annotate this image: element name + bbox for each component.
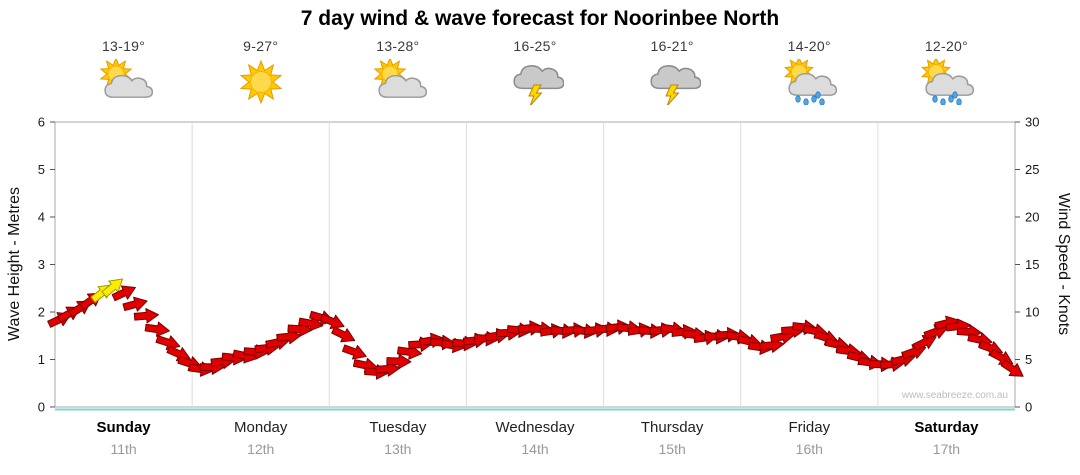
day-header-monday: 9-27°	[196, 38, 326, 110]
day-name: Monday	[234, 419, 288, 436]
right-tick-label: 0	[1025, 400, 1032, 415]
day-name: Tuesday	[369, 419, 427, 436]
wind-arrow	[101, 278, 124, 298]
left-tick-label: 5	[38, 162, 45, 177]
left-tick-label: 1	[38, 352, 45, 367]
day-name: Sunday	[96, 419, 151, 436]
watermark: www.seabreeze.com.au	[901, 390, 1008, 401]
left-tick-label: 2	[38, 305, 45, 320]
day-date: 16th	[795, 441, 823, 457]
day-footer-saturday: Saturday 17th	[881, 419, 1011, 457]
day-footer-wednesday: Wednesday 14th	[470, 419, 600, 457]
day-name: Wednesday	[495, 419, 575, 436]
day-footer-friday: Friday 16th	[744, 419, 874, 457]
right-tick-label: 15	[1025, 257, 1039, 272]
wind-arrow	[122, 296, 148, 312]
left-axis-label: Wave Height - Metres	[6, 186, 23, 342]
right-tick-label: 20	[1025, 210, 1039, 225]
day-date: 12th	[247, 441, 275, 457]
right-tick-label: 25	[1025, 162, 1039, 177]
sun-rain-icon	[780, 56, 838, 106]
temp-range: 14-20°	[787, 38, 831, 54]
right-tick-label: 10	[1025, 305, 1039, 320]
temp-range: 16-21°	[650, 38, 694, 54]
right-tick-label: 5	[1025, 352, 1032, 367]
sun-cloud-icon	[369, 56, 427, 105]
left-tick-label: 6	[38, 115, 45, 130]
storm-icon	[506, 59, 565, 107]
temp-range: 13-28°	[376, 38, 420, 54]
day-footer-monday: Monday 12th	[196, 419, 326, 457]
day-header-thursday: 16-21°	[607, 38, 737, 110]
day-name: Saturday	[914, 419, 979, 436]
wind-arrow	[298, 315, 324, 332]
day-header-tuesday: 13-28°	[333, 38, 463, 110]
day-header-wednesday: 16-25°	[470, 38, 600, 110]
wind-arrow	[386, 353, 412, 370]
sun-icon	[232, 59, 290, 105]
wind-arrow	[111, 285, 136, 302]
day-name: Thursday	[640, 419, 704, 436]
wind-arrow	[912, 334, 937, 351]
left-tick-label: 4	[38, 210, 45, 225]
day-header-saturday: 12-20°	[881, 38, 1011, 110]
wind-arrow	[276, 328, 302, 345]
wind-arrow	[1000, 359, 1024, 377]
sun-rain-icon	[917, 56, 975, 106]
sun-cloud-icon	[95, 56, 153, 105]
temp-range: 9-27°	[243, 38, 279, 54]
left-tick-label: 0	[38, 400, 45, 415]
temp-range: 16-25°	[513, 38, 557, 54]
wind-arrow	[331, 326, 356, 343]
right-axis-label: Wind Speed - Knots	[1055, 192, 1072, 336]
day-header-friday: 14-20°	[744, 38, 874, 110]
day-date: 13th	[384, 441, 412, 457]
day-name: Friday	[788, 419, 831, 436]
day-footer-sunday: Sunday 11th	[59, 419, 189, 457]
temp-range: 12-20°	[924, 38, 969, 54]
wind-arrow	[133, 308, 159, 324]
temp-range: 13-19°	[101, 38, 146, 54]
day-date: 15th	[658, 441, 686, 457]
day-date: 14th	[521, 441, 549, 457]
storm-icon	[643, 59, 702, 107]
day-footer-thursday: Thursday 15th	[607, 419, 737, 457]
wind-arrow	[144, 321, 170, 337]
left-tick-label: 3	[38, 257, 45, 272]
day-header-sunday: 13-19°	[59, 38, 189, 110]
day-date: 11th	[110, 441, 137, 457]
wind-arrow	[320, 313, 345, 330]
day-date: 17th	[932, 441, 961, 457]
day-footer-tuesday: Tuesday 13th	[333, 419, 463, 457]
right-tick-label: 30	[1025, 115, 1039, 130]
chart-title: 7 day wind & wave forecast for Noorinbee…	[300, 7, 780, 30]
wind-arrow	[342, 344, 367, 360]
